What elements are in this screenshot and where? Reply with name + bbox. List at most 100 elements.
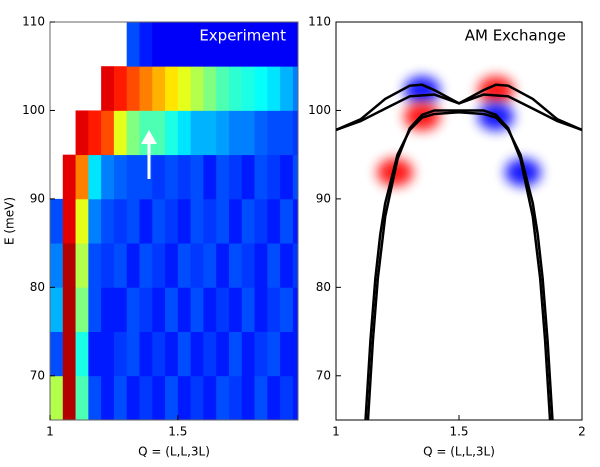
heatmap-cell: [152, 331, 166, 377]
panel-title: Experiment: [199, 27, 286, 45]
heatmap-cell: [280, 375, 294, 421]
heatmap-cell: [292, 331, 299, 377]
heatmap-cell: [216, 110, 230, 156]
heatmap-cell: [139, 287, 153, 332]
heatmap-cell: [190, 66, 204, 111]
heatmap-cell: [228, 154, 243, 200]
heatmap-cell: [126, 287, 140, 332]
heatmap-cell: [280, 243, 294, 288]
heatmap-cell: [139, 110, 153, 156]
x-axis-label: Q = (L,L,3L): [423, 445, 495, 459]
heatmap-cell: [216, 198, 230, 244]
heatmap-cell: [228, 110, 243, 156]
heatmap-cell: [292, 287, 299, 332]
heatmap-cell: [254, 243, 268, 288]
heatmap-cell: [228, 287, 243, 332]
heatmap-cell: [228, 198, 243, 244]
arrow-annotation: [141, 130, 157, 179]
heatmap-cell: [177, 198, 192, 244]
heatmap-cell: [216, 22, 230, 67]
heatmap-cell: [228, 22, 243, 67]
heatmap-cell: [254, 287, 268, 332]
heatmap-cell: [126, 198, 140, 244]
heatmap-cell: [280, 110, 294, 156]
heatmap-cell: [126, 154, 140, 200]
heatmap-cell: [62, 198, 76, 244]
heatmap-cell: [292, 375, 299, 421]
heatmap-cell: [139, 198, 153, 244]
heatmap-cell: [50, 287, 64, 332]
model-panel: AM Exchange 70 80 90 100 110 1 1.5 2 Q = (L,L,3L): [308, 15, 586, 459]
heatmap-cell: [292, 22, 299, 67]
heatmap-cell: [152, 375, 166, 421]
heatmap-cell: [267, 198, 281, 244]
heatmap-cell: [139, 154, 153, 200]
heatmap-cell: [101, 66, 115, 111]
axes-frame: [49, 21, 299, 421]
panel-title: AM Exchange: [465, 27, 566, 45]
heatmap-cell: [126, 22, 140, 67]
x-tick-label: 1.5: [168, 425, 187, 439]
heatmap-cell: [190, 331, 204, 377]
heatmap-cell: [152, 110, 166, 156]
heatmap-cell: [190, 375, 204, 421]
heatmap-cell: [280, 331, 294, 377]
heatmap-cell: [165, 22, 179, 67]
heatmap-cell: [203, 66, 217, 111]
heatmap-cell: [280, 22, 294, 67]
heatmap-cell: [62, 331, 76, 377]
heatmap-cell: [113, 66, 128, 111]
heatmap-cell: [101, 198, 115, 244]
heatmap-cell: [254, 22, 268, 67]
heatmap-cell: [177, 22, 192, 67]
dispersion-line: [336, 93, 582, 132]
heatmap-cell: [292, 198, 299, 244]
y-tick-label: 70: [30, 368, 45, 382]
heatmap-cell: [165, 154, 179, 200]
heatmap-cell: [152, 22, 166, 67]
heatmap-cell: [267, 243, 281, 288]
heatmap-cell: [101, 154, 115, 200]
heatmap-cell: [267, 154, 281, 200]
dispersion-line: [366, 109, 552, 420]
heatmap-cell: [254, 198, 268, 244]
heatmap-cell: [177, 66, 192, 111]
heatmap-cell: [280, 198, 294, 244]
heatmap-cell: [152, 66, 166, 111]
heatmap-cell: [152, 198, 166, 244]
heatmap-cell: [126, 66, 140, 111]
heatmap-cell: [101, 287, 115, 332]
heatmap-cell: [254, 110, 268, 156]
heatmap-cell: [228, 331, 243, 377]
heatmap-cell: [241, 154, 255, 200]
heatmap-cell: [267, 331, 281, 377]
heatmap-cell: [126, 331, 140, 377]
heatmap-cell: [88, 331, 102, 377]
heatmap-cell: [292, 243, 299, 288]
heatmap-cell: [165, 287, 179, 332]
heatmap-cell: [203, 287, 217, 332]
heatmap-cell: [113, 110, 128, 156]
heatmap-cell: [177, 243, 192, 288]
heatmap-cell: [88, 154, 102, 200]
heatmap-cell: [113, 331, 128, 377]
x-tick-label: 1.5: [449, 425, 468, 439]
heatmap-cell: [75, 243, 89, 288]
x-tick-label: 1: [332, 425, 340, 439]
heatmap-cell: [139, 22, 153, 67]
heatmap-cell: [126, 243, 140, 288]
heatmap-cell: [101, 331, 115, 377]
heatmap-cell: [75, 198, 89, 244]
heatmap-cell: [190, 243, 204, 288]
y-tick-label: 80: [316, 280, 331, 294]
heatmap-cell: [62, 243, 76, 288]
heatmap-cell: [75, 331, 89, 377]
heatmap-cell: [165, 243, 179, 288]
heatmap-cell: [113, 375, 128, 421]
heatmap-cell: [88, 287, 102, 332]
y-tick-label: 80: [30, 280, 45, 294]
heatmap-cell: [177, 375, 192, 421]
heatmap-cell: [88, 198, 102, 244]
heatmap-cell: [75, 110, 89, 156]
